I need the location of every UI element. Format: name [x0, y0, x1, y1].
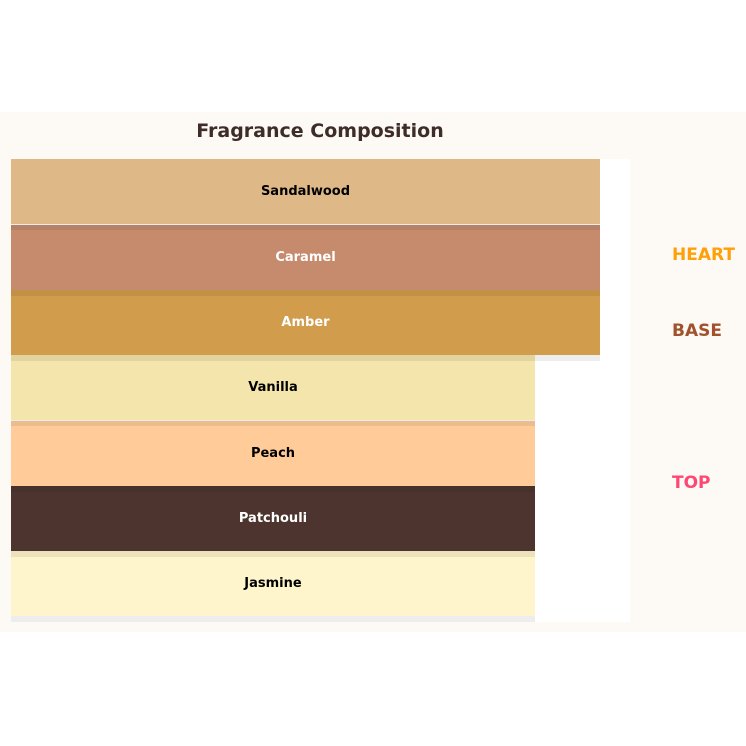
- layer-jasmine: Jasmine: [11, 551, 535, 616]
- layer-peach: Peach: [11, 421, 535, 486]
- layer-label: Patchouli: [238, 511, 308, 526]
- tier-label-top: TOP: [672, 473, 711, 493]
- layer-label: Sandalwood: [260, 184, 351, 199]
- layer-amber: Amber: [11, 290, 600, 355]
- chart-panel: Fragrance Composition Sandalwood Caramel…: [0, 112, 746, 632]
- layer-label: Vanilla: [248, 380, 298, 395]
- layer-sandalwood: Sandalwood: [11, 159, 600, 224]
- layer-patchouli: Patchouli: [11, 486, 535, 551]
- layer-label: Jasmine: [244, 576, 302, 591]
- tier-label-base: BASE: [672, 321, 722, 341]
- chart-title: Fragrance Composition: [196, 120, 444, 142]
- layer-label: Caramel: [275, 250, 336, 265]
- layer-vanilla: Vanilla: [11, 355, 535, 420]
- layer-label: Amber: [281, 315, 330, 330]
- layer-label: Peach: [250, 446, 296, 461]
- layer-caramel: Caramel: [11, 225, 600, 290]
- tier-label-heart: HEART: [672, 245, 735, 265]
- plot-area: Sandalwood Caramel Amber Vanilla Peach P…: [11, 159, 630, 622]
